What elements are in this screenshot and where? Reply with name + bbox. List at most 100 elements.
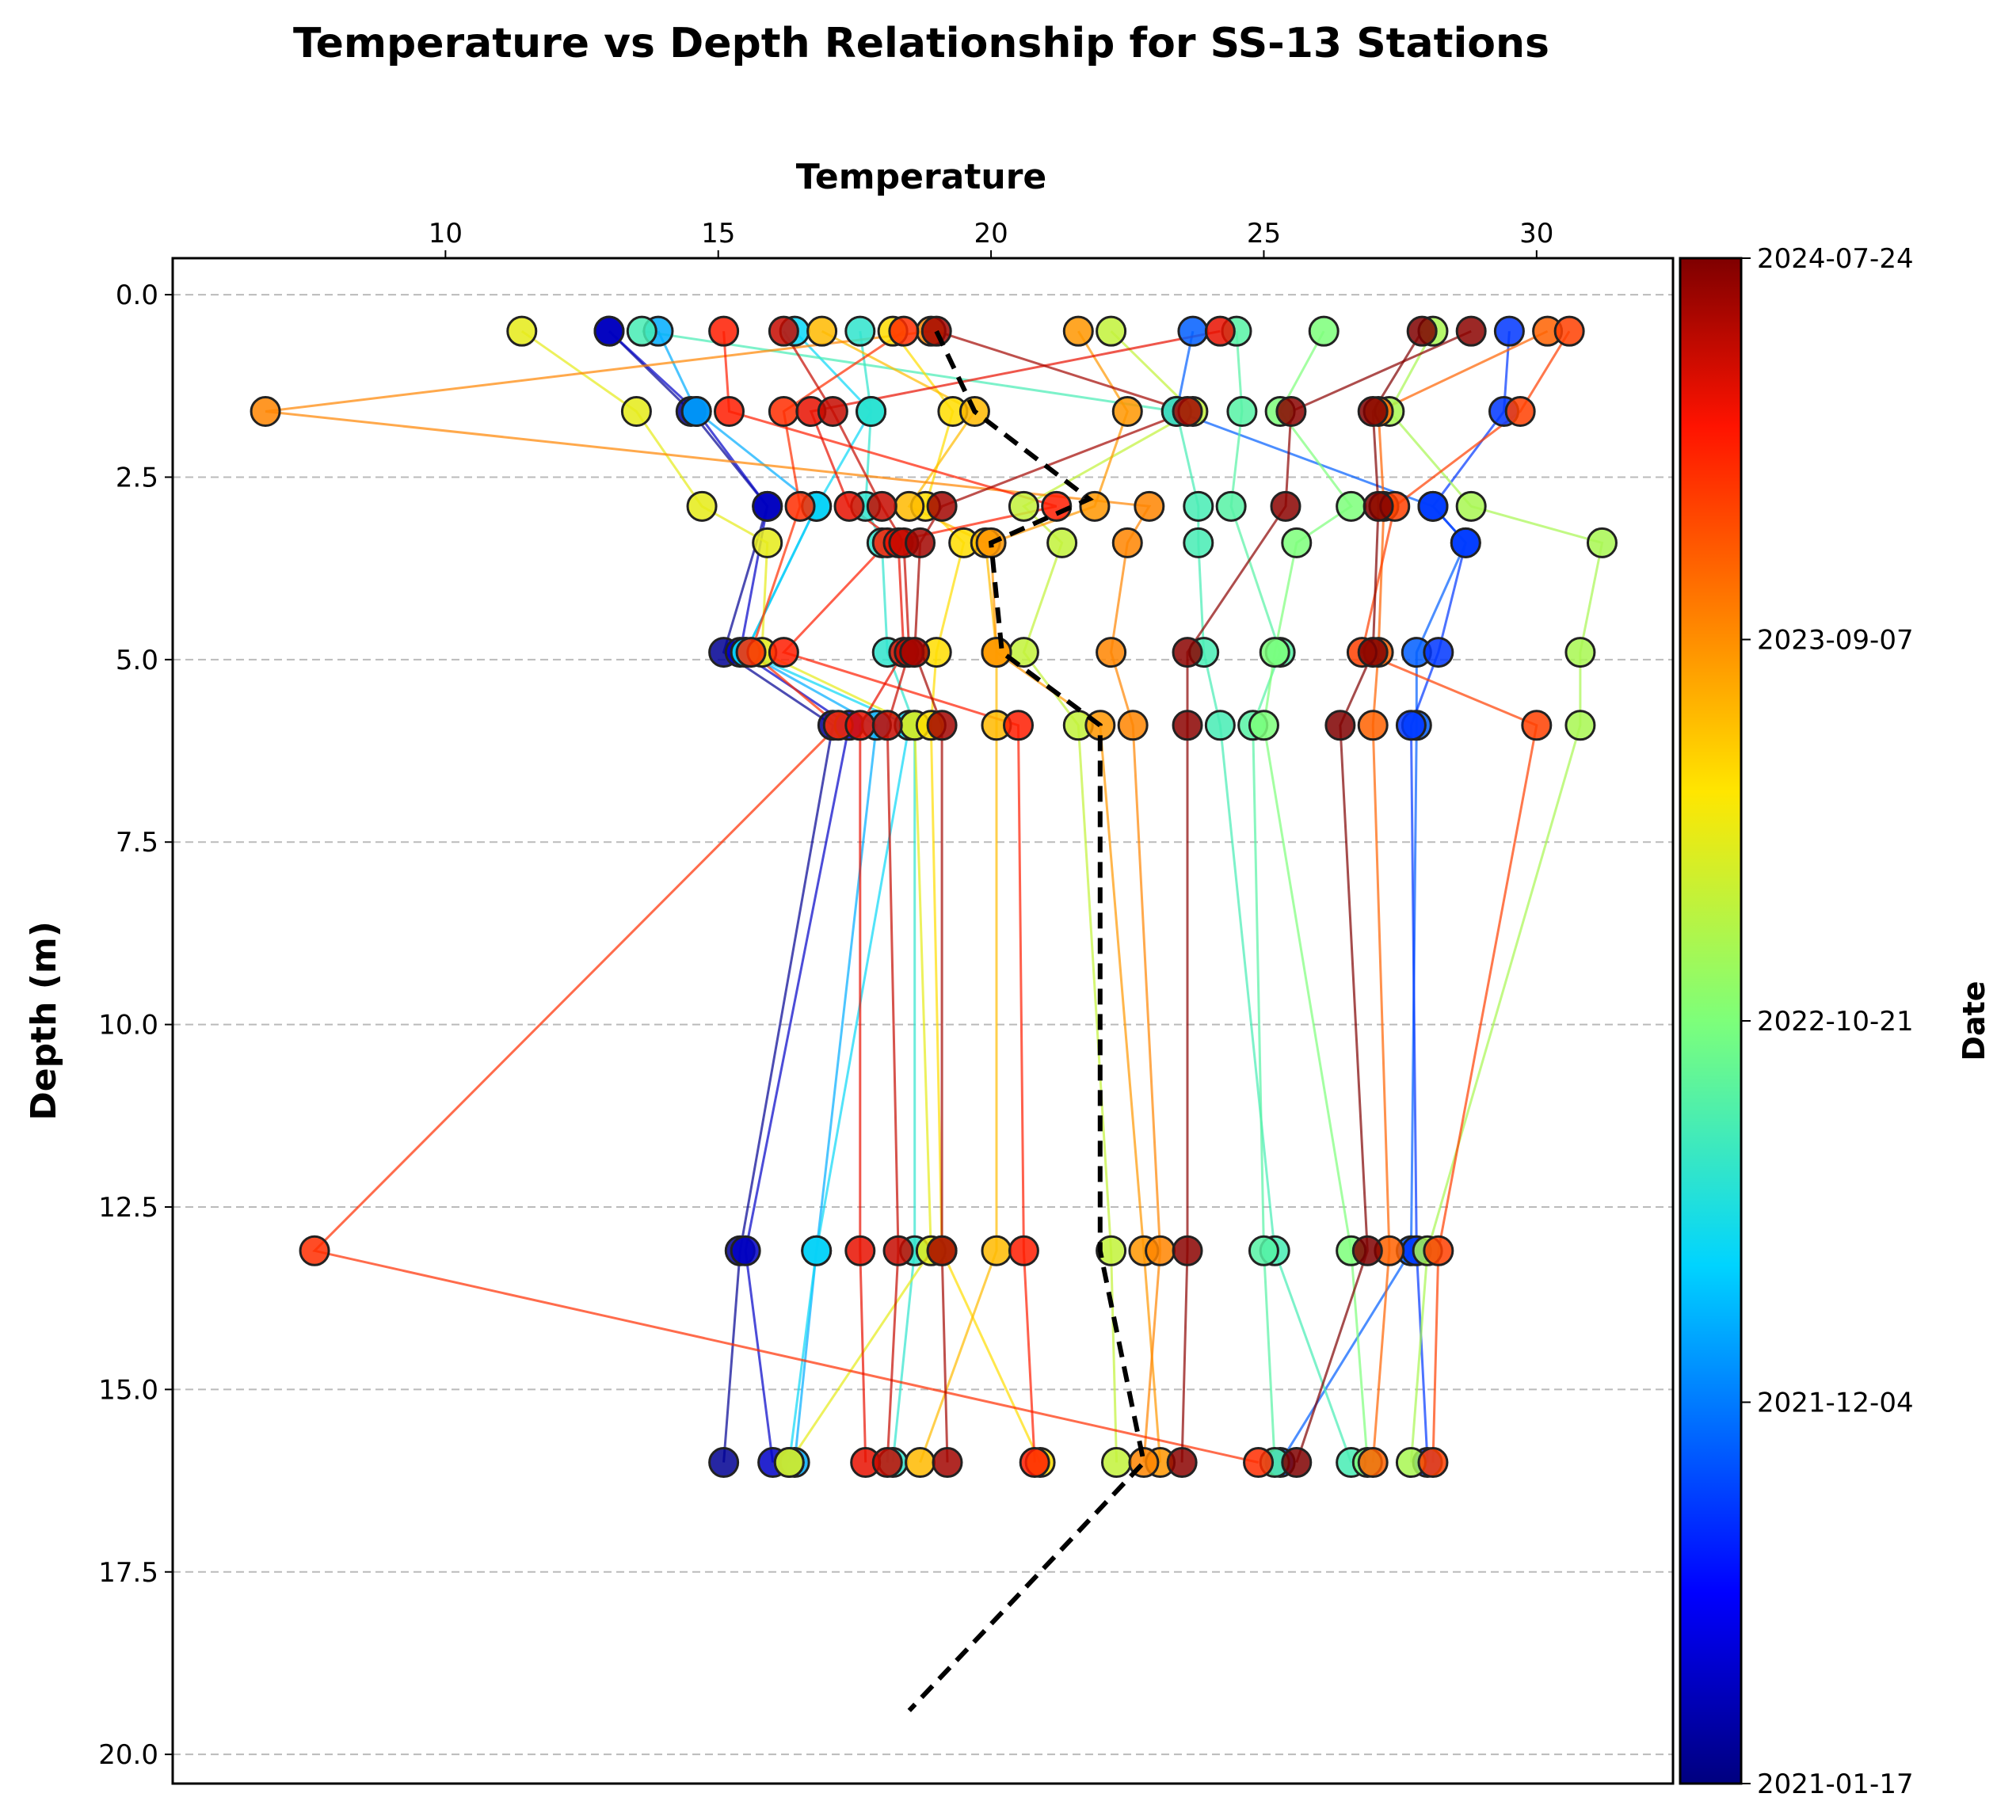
data-point bbox=[1134, 490, 1165, 522]
data-point bbox=[1450, 527, 1481, 558]
data-point bbox=[1281, 1447, 1313, 1479]
profile-line bbox=[809, 329, 1221, 1463]
y-tick-label: 15.0 bbox=[98, 1374, 158, 1406]
data-point bbox=[1079, 490, 1111, 522]
data-point bbox=[1357, 637, 1389, 668]
colorbar-tick-label: 2021-01-17 bbox=[1757, 1769, 1914, 1800]
data-point bbox=[1172, 396, 1203, 428]
profile-points bbox=[250, 315, 1618, 1479]
data-point bbox=[844, 315, 876, 347]
data-point bbox=[1493, 315, 1525, 347]
data-point bbox=[844, 1235, 876, 1266]
profile-line bbox=[989, 330, 1162, 1463]
y-ticks: 0.0 2.5 5.0 7.5 10.0 12.5 15.0 17.5 20.0 bbox=[98, 280, 173, 1771]
profile-line bbox=[1021, 330, 1195, 1463]
data-point bbox=[1270, 490, 1301, 522]
data-point bbox=[1172, 1235, 1203, 1266]
data-point bbox=[866, 490, 897, 522]
mean-profile-line bbox=[907, 329, 1147, 1712]
colorbar-tick-label: 2023-09-07 bbox=[1757, 625, 1914, 657]
data-point bbox=[1553, 315, 1585, 347]
data-point bbox=[1008, 490, 1039, 522]
data-point bbox=[981, 1235, 1012, 1266]
data-point bbox=[768, 315, 799, 347]
data-point bbox=[1521, 710, 1553, 741]
data-point bbox=[932, 1447, 963, 1479]
data-point bbox=[1351, 1235, 1383, 1266]
data-point bbox=[1111, 396, 1143, 428]
data-point bbox=[1204, 710, 1236, 741]
data-point bbox=[735, 637, 767, 668]
data-point bbox=[1248, 710, 1279, 741]
data-point bbox=[686, 490, 718, 522]
data-point bbox=[1096, 637, 1127, 668]
y-tick-label: 0.0 bbox=[116, 280, 158, 311]
x-tick-label: 30 bbox=[1519, 218, 1553, 249]
data-point bbox=[1019, 1447, 1050, 1479]
data-point bbox=[1417, 1447, 1449, 1479]
data-point bbox=[620, 396, 652, 428]
data-point bbox=[817, 396, 848, 428]
data-point bbox=[1423, 637, 1454, 668]
data-point bbox=[894, 490, 925, 522]
y-tick-label: 2.5 bbox=[116, 462, 158, 493]
data-point bbox=[1564, 637, 1596, 668]
data-point bbox=[926, 710, 958, 741]
x-tick-label: 15 bbox=[701, 218, 735, 249]
data-point bbox=[920, 315, 952, 347]
data-point bbox=[752, 527, 783, 558]
data-point bbox=[1357, 396, 1389, 428]
profile-line bbox=[1175, 330, 1468, 1464]
profile-line bbox=[642, 329, 1353, 1464]
data-point bbox=[1417, 490, 1449, 522]
data-point bbox=[714, 396, 745, 428]
data-point bbox=[1166, 1447, 1198, 1479]
data-point bbox=[1455, 490, 1487, 522]
data-point bbox=[1111, 527, 1143, 558]
x-ticks: 10 15 20 25 30 bbox=[429, 218, 1553, 258]
data-point bbox=[1183, 490, 1214, 522]
data-point bbox=[1215, 490, 1247, 522]
data-point bbox=[768, 637, 799, 668]
data-point bbox=[1096, 315, 1127, 347]
data-point bbox=[806, 315, 838, 347]
data-point bbox=[1226, 396, 1258, 428]
profile-line bbox=[859, 330, 917, 1463]
data-point bbox=[626, 315, 657, 347]
data-point bbox=[1362, 490, 1394, 522]
data-point bbox=[833, 490, 865, 522]
data-point bbox=[1204, 315, 1236, 347]
profile-line bbox=[891, 330, 1042, 1464]
colorbar-tick-label: 2022-10-21 bbox=[1757, 1006, 1914, 1038]
colorbar-tick-label: 2024-07-24 bbox=[1757, 243, 1914, 275]
y-tick-label: 20.0 bbox=[98, 1739, 158, 1771]
y-tick-label: 17.5 bbox=[98, 1557, 158, 1589]
data-point bbox=[1259, 637, 1290, 668]
mean-profile bbox=[907, 329, 1147, 1712]
data-point bbox=[708, 315, 740, 347]
data-point bbox=[1357, 1447, 1389, 1479]
data-point bbox=[1177, 315, 1209, 347]
x-tick-label: 10 bbox=[429, 218, 463, 249]
data-point bbox=[1275, 396, 1307, 428]
data-point bbox=[1586, 527, 1618, 558]
x-tick-label: 25 bbox=[1247, 218, 1281, 249]
data-point bbox=[1172, 637, 1203, 668]
data-point bbox=[768, 396, 799, 428]
x-tick-label: 20 bbox=[974, 218, 1008, 249]
data-point bbox=[1062, 315, 1094, 347]
data-point bbox=[1504, 396, 1536, 428]
data-point bbox=[1357, 710, 1389, 741]
data-point bbox=[1183, 527, 1214, 558]
data-point bbox=[844, 710, 876, 741]
profile-line bbox=[1388, 330, 1604, 1463]
data-point bbox=[1008, 1235, 1039, 1266]
data-point bbox=[1423, 1235, 1454, 1266]
data-point bbox=[926, 1235, 958, 1266]
profile-line bbox=[1409, 331, 1511, 1463]
y-tick-label: 7.5 bbox=[116, 827, 158, 859]
data-point bbox=[730, 1235, 761, 1266]
data-point bbox=[1046, 527, 1078, 558]
data-point bbox=[1455, 315, 1487, 347]
